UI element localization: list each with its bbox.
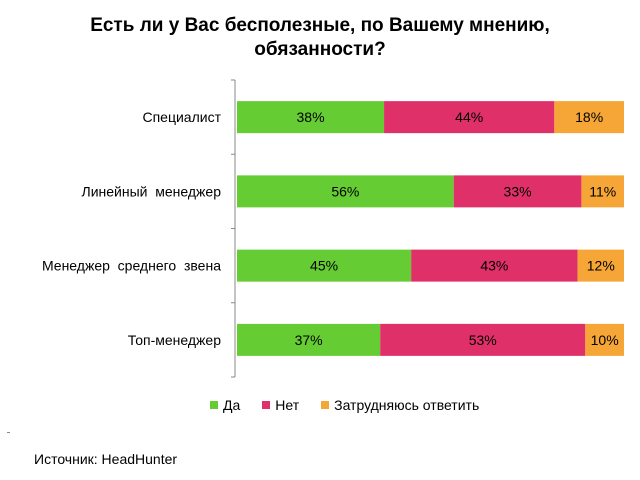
category-label: Топ-менеджер <box>128 332 221 348</box>
data-label: 44% <box>455 109 483 125</box>
bar-segment <box>237 249 412 282</box>
legend-label-unsure: Затрудняюсь ответить <box>334 397 480 413</box>
title-line-1: Есть ли у Вас бесполезные, по Вашему мне… <box>90 15 550 36</box>
category-label: Менеджер среднего звена <box>42 258 221 274</box>
chart-title: Есть ли у Вас бесполезные, по Вашему мне… <box>60 14 580 62</box>
data-label: 45% <box>310 258 338 274</box>
bar-segment <box>453 175 582 208</box>
bar-segment <box>585 323 624 356</box>
bar-segment <box>577 249 624 282</box>
data-label: 11% <box>589 183 616 199</box>
data-label: 18% <box>575 109 603 125</box>
data-label: 56% <box>331 183 359 199</box>
bar-segment <box>237 175 454 208</box>
bar-segment <box>554 101 624 134</box>
data-label: 12% <box>587 258 615 274</box>
bar-segment <box>237 101 385 134</box>
category-label: Линейный менеджер <box>82 183 222 199</box>
data-label: 43% <box>480 258 508 274</box>
bar-segment <box>380 323 586 356</box>
legend-swatch-yes <box>210 401 218 409</box>
source-note: Источник: HeadHunter <box>34 451 178 467</box>
data-label: 38% <box>297 109 325 125</box>
bar-segment <box>581 175 624 208</box>
legend-item-unsure: Затрудняюсь ответить <box>321 397 479 413</box>
bar-segment <box>411 249 578 282</box>
data-label: 53% <box>469 332 497 348</box>
data-label: 37% <box>295 332 323 348</box>
bar-segment <box>384 101 555 134</box>
legend-item-no: Нет <box>262 397 299 413</box>
title-line-2: обязанности? <box>254 39 386 60</box>
legend-item-yes: Да <box>210 397 240 413</box>
legend-label-yes: Да <box>223 397 241 413</box>
stray-tick <box>7 432 10 433</box>
data-label: 10% <box>591 332 619 348</box>
data-label: 33% <box>504 183 532 199</box>
legend-swatch-no <box>262 401 271 409</box>
bar-segment <box>237 323 381 356</box>
legend: Да Нет Затрудняюсь ответить <box>210 397 501 413</box>
category-label: Специалист <box>142 109 221 125</box>
legend-swatch-unsure <box>321 401 330 409</box>
legend-label-no: Нет <box>275 397 300 413</box>
stacked-bar-chart: Специалист 38% 44% 18% Линейный менеджер 56% 3… <box>42 79 624 378</box>
